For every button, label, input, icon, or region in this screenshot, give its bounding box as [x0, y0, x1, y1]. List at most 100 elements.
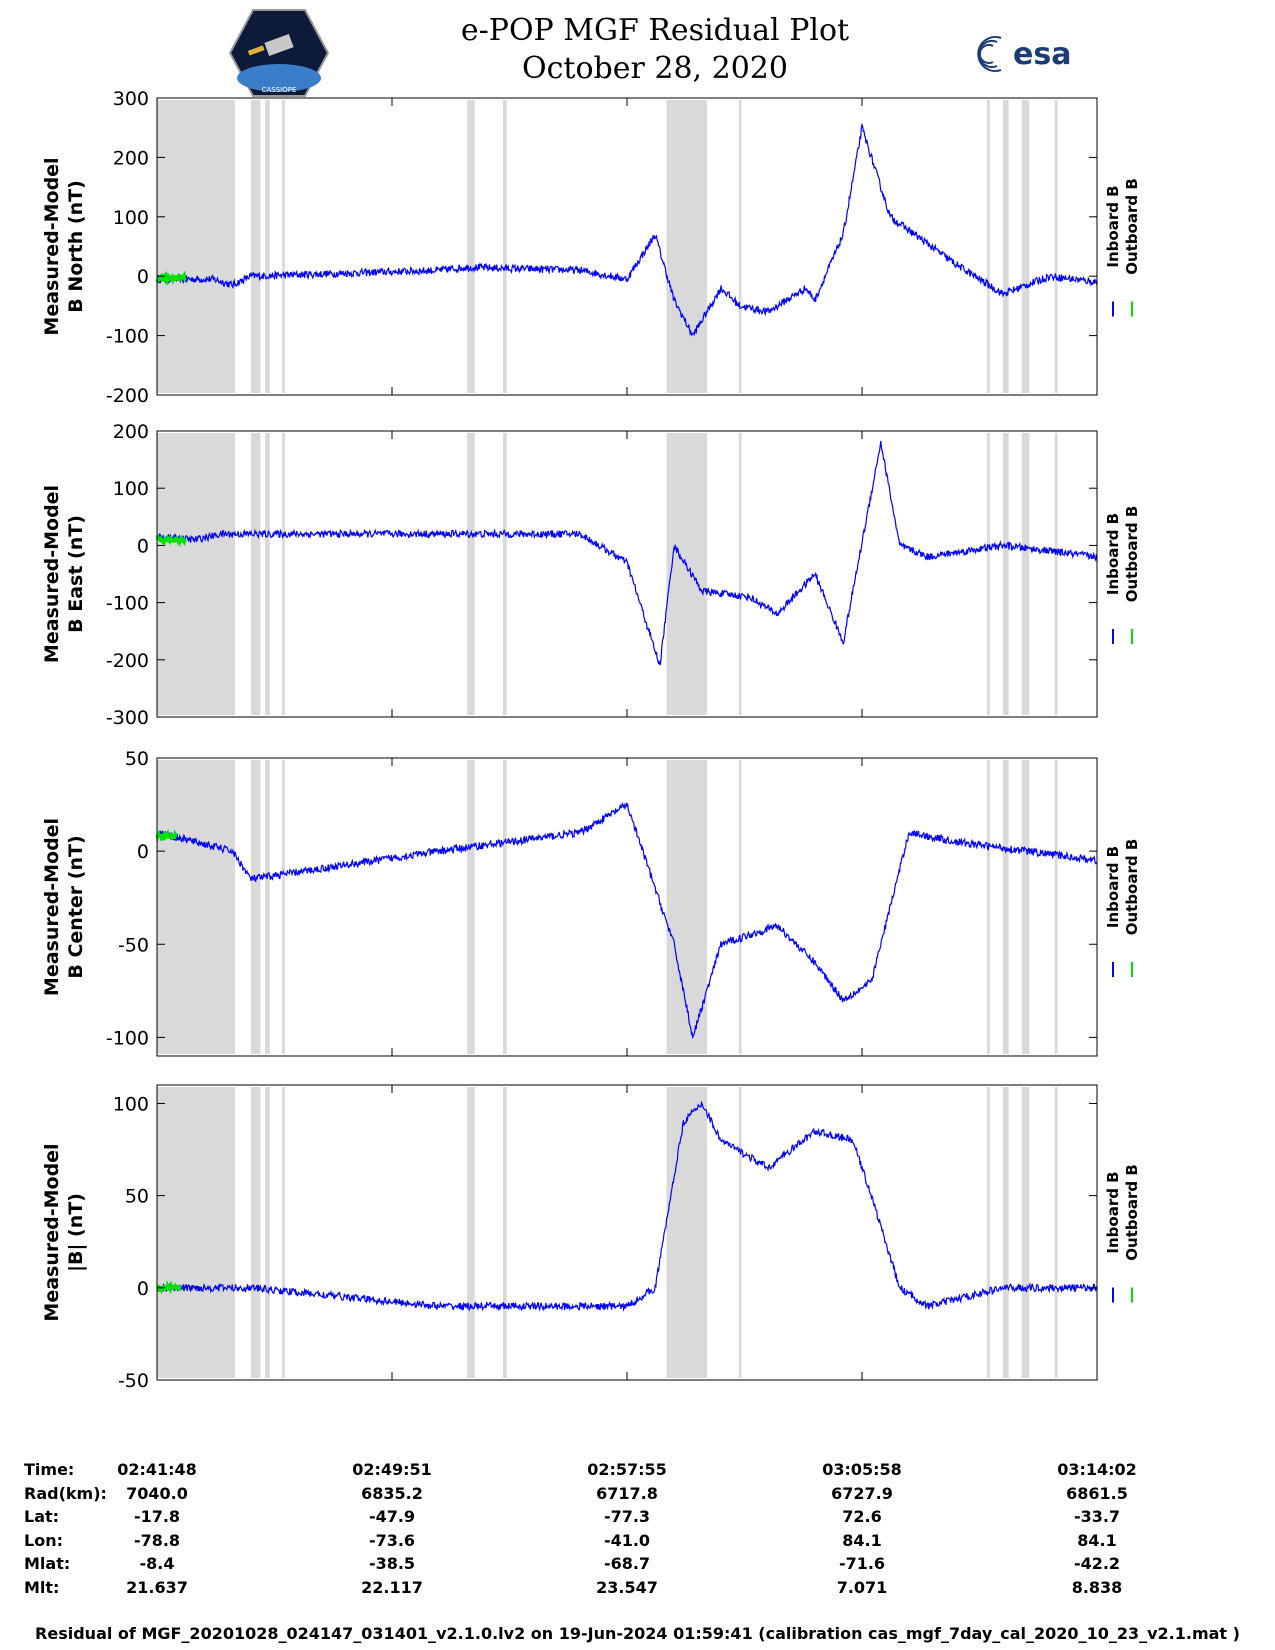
chart-panel-1: -200 -100 0 100 200 300 Measured-Model B North …: [41, 88, 1141, 407]
data-gap-band: [1003, 100, 1009, 393]
y-tick-label: 0: [137, 1278, 149, 1300]
series-line-outboard: [155, 533, 187, 548]
data-gap-band: [1021, 433, 1030, 715]
y-tick-label: 200: [113, 147, 149, 169]
data-gap-band: [738, 100, 742, 393]
ephemeris-value: -77.3: [603, 1507, 651, 1526]
legend: Inboard B Outboard B: [1104, 839, 1141, 977]
y-tick-label: -100: [106, 1027, 149, 1049]
data-gap-band: [467, 100, 475, 393]
y-tick-label: 100: [113, 1093, 149, 1115]
data-gap-band: [738, 433, 742, 715]
y-tick-label: 0: [137, 535, 149, 557]
y-tick-label: -50: [118, 934, 149, 956]
data-gap-band: [502, 760, 507, 1054]
ephemeris-label: Time:: [24, 1460, 75, 1479]
y-axis-label: Measured-Model: [41, 818, 63, 996]
y-axis-label: Measured-Model: [41, 485, 63, 663]
data-gap-band: [282, 100, 285, 393]
series-line-outboard: [155, 828, 178, 843]
data-gap-band: [738, 760, 742, 1054]
data-gap-band: [265, 100, 270, 393]
y-axis-label: |B| (nT): [65, 1193, 87, 1272]
legend-outboard-label: Outboard B: [1123, 1164, 1141, 1261]
plot-date: October 28, 2020: [522, 51, 788, 86]
ephemeris-value: -8.4: [139, 1554, 175, 1573]
data-gap-band: [1003, 1087, 1009, 1378]
data-gap-band: [467, 760, 475, 1054]
ephemeris-value: 84.1: [1077, 1530, 1117, 1550]
series-line-outboard: [155, 270, 187, 287]
ephemeris-value: 8.838: [1071, 1577, 1123, 1597]
ephemeris-value: 6717.8: [596, 1483, 658, 1503]
chart-panel-3: -100 -50 0 50 Measured-Model B Center (nT) Inb…: [41, 748, 1141, 1057]
plot-frame: [156, 1084, 1098, 1381]
legend: Inboard B Outboard B: [1104, 178, 1141, 317]
cassiope-logo-icon: CASSIOPE: [228, 9, 330, 97]
series-line-inboard: [156, 1100, 1098, 1312]
legend-outboard-label: Outboard B: [1123, 178, 1141, 275]
title-block: e-POP MGF Residual Plot October 28, 2020: [340, 12, 970, 88]
data-gap-band: [987, 1087, 990, 1378]
ephemeris-value: -78.8: [133, 1530, 181, 1550]
series-line-outboard: [156, 1279, 182, 1295]
data-gap-band: [251, 100, 261, 393]
svg-text:esa: esa: [1013, 37, 1071, 72]
legend-inboard-label: Inboard B: [1104, 185, 1122, 267]
footer-caption: Residual of MGF_20201028_024147_031401_v…: [35, 1624, 1240, 1643]
series-line-inboard: [156, 122, 1098, 337]
ephemeris-label: Rad(km):: [24, 1483, 107, 1503]
ephemeris-label: Lon:: [24, 1530, 63, 1550]
series-line-inboard: [156, 801, 1098, 1040]
ephemeris-value: -41.0: [603, 1530, 651, 1550]
y-axis-label: B North (nT): [65, 180, 87, 313]
data-gap-band: [1021, 760, 1030, 1054]
data-gap-band: [502, 433, 507, 715]
ephemeris-value: -73.6: [368, 1530, 416, 1550]
y-tick-label: -200: [106, 650, 149, 672]
legend: Inboard B Outboard B: [1104, 1164, 1141, 1303]
data-gap-band: [251, 433, 261, 715]
data-gap-band: [1054, 100, 1058, 393]
data-gap-band: [666, 100, 707, 393]
data-gap-band: [666, 433, 707, 715]
legend: Inboard B Outboard B: [1104, 506, 1141, 644]
y-axis-label: Measured-Model: [41, 1143, 63, 1321]
ephemeris-table: Time: Rad(km): Lat: Lon: Mlat: Mlt: 02:41:48 70…: [0, 1460, 1275, 1622]
legend-inboard-label: Inboard B: [1104, 513, 1122, 595]
data-gap-band: [987, 100, 990, 393]
ephemeris-value: 7.071: [836, 1577, 888, 1597]
plot-frame: [156, 757, 1098, 1057]
ephemeris-value: 03:14:02: [1057, 1460, 1137, 1479]
data-gap-band: [666, 1087, 707, 1378]
data-gap-band: [282, 1087, 285, 1378]
y-tick-label: 100: [113, 207, 149, 229]
ephemeris-value: 72.6: [842, 1507, 882, 1526]
ephemeris-value: -17.8: [133, 1507, 181, 1526]
data-gap-band: [1054, 433, 1058, 715]
plot-frame: [156, 97, 1098, 396]
esa-logo-icon: esa: [977, 36, 1071, 72]
data-gap-band: [265, 433, 270, 715]
ephemeris-value: -68.7: [603, 1554, 651, 1573]
data-gap-band: [251, 1087, 261, 1378]
legend-outboard-label: Outboard B: [1123, 506, 1141, 603]
chart-panel-2: -300 -200 -100 0 100 200 Measured-Model B East …: [41, 421, 1141, 729]
data-gap-band: [502, 100, 507, 393]
data-gap-band: [1054, 1087, 1058, 1378]
ephemeris-value: 02:49:51: [352, 1460, 432, 1479]
y-tick-label: -100: [106, 326, 149, 348]
legend-inboard-label: Inboard B: [1104, 1171, 1122, 1253]
data-gap-band: [1021, 100, 1030, 393]
data-gap-band: [1054, 760, 1058, 1054]
ephemeris-value: 03:05:58: [822, 1460, 902, 1479]
ephemeris-value: 6727.9: [831, 1483, 893, 1503]
legend-outboard-label: Outboard B: [1123, 839, 1141, 936]
series-line-inboard: [156, 440, 1098, 666]
data-gap-band: [265, 1087, 270, 1378]
ephemeris-value: 02:41:48: [117, 1460, 197, 1479]
ephemeris-label: Mlt:: [24, 1577, 60, 1597]
data-gap-band: [282, 760, 285, 1054]
data-gap-band: [157, 760, 236, 1054]
